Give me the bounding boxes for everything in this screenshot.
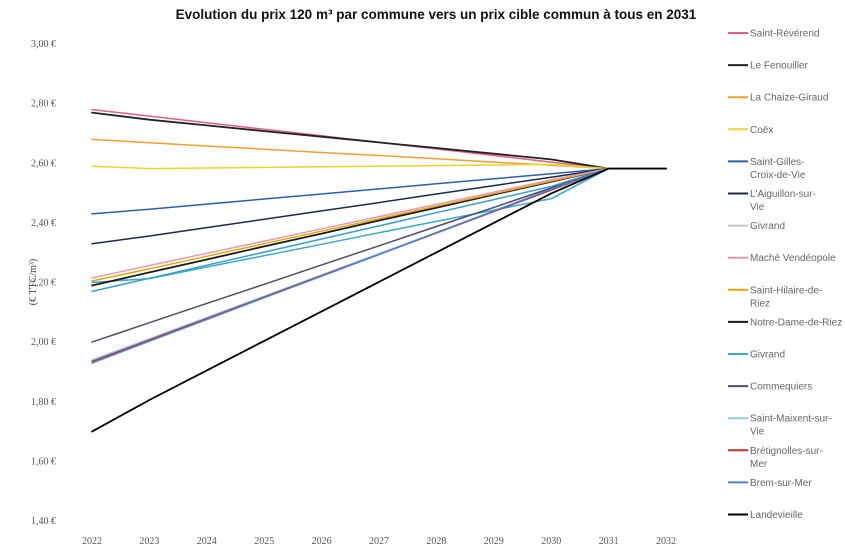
y-tick-label: 1,40 € — [31, 516, 56, 527]
series-line — [91, 167, 667, 364]
legend-label: Saint-Hilaire-de-Riez — [750, 285, 822, 309]
x-tick-label: 2028 — [426, 536, 446, 547]
legend-entry: Brem-sur-Mer — [728, 478, 812, 489]
legend-label: Saint-Gilles-Croix-de-Vie — [750, 157, 806, 181]
x-tick-label: 2025 — [254, 536, 274, 547]
legend-label: Commequiers — [750, 382, 812, 393]
legend-entry: Brétignolles-sur-Mer — [728, 446, 823, 470]
legend-entry: Givrand — [728, 221, 785, 232]
x-axis-ticks: 2022 2023 2024 2025 2026 2027 2028 2029 2030 2031… — [82, 536, 676, 547]
legend-label: Givrand — [750, 350, 785, 361]
legend-entry: L'Aiguillon-sur-Vie — [728, 189, 816, 213]
series-line — [91, 167, 667, 433]
series-line — [91, 167, 667, 245]
series-line — [91, 167, 667, 215]
x-tick-label: 2032 — [656, 536, 676, 547]
legend-entry: Givrand — [728, 350, 785, 361]
legend-label: L'Aiguillon-sur-Vie — [750, 189, 816, 213]
legend-label: Givrand — [750, 221, 785, 232]
y-axis-label: (€ TTC/m³) — [28, 259, 39, 305]
legend-label: La Chaize-Giraud — [750, 93, 828, 104]
x-tick-label: 2023 — [139, 536, 159, 547]
legend-entry: Saint-Gilles-Croix-de-Vie — [728, 157, 806, 181]
legend-label: Saint-Maixent-sur-Vie — [750, 414, 832, 438]
legend-entry: Landevieille — [728, 510, 803, 521]
legend-label: Maché Vendéopole — [750, 253, 836, 264]
y-axis-ticks: 1,40 € 1,60 € 1,80 € 2,00 € 2,20 € 2,40 € 2,60… — [31, 39, 56, 527]
series-line — [91, 167, 667, 282]
legend-label: Coëx — [750, 125, 773, 136]
legend-entry: Coëx — [728, 125, 773, 136]
chart-title: Evolution du prix 120 m³ par commune ver… — [176, 7, 697, 22]
series-line — [91, 167, 667, 284]
y-tick-label: 3,00 € — [31, 39, 56, 50]
legend-label: Brétignolles-sur-Mer — [750, 446, 823, 470]
y-tick-label: 2,20 € — [31, 278, 56, 289]
y-tick-label: 2,80 € — [31, 99, 56, 110]
legend-entry: Saint-Hilaire-de-Riez — [728, 285, 822, 309]
series-line — [91, 167, 667, 361]
legend-entry: La Chaize-Giraud — [728, 93, 828, 104]
x-tick-label: 2026 — [312, 536, 332, 547]
series-line — [91, 163, 667, 170]
legend-entry: Saint-Révérend — [728, 29, 819, 40]
legend-entry: Notre-Dame-de-Riez — [728, 317, 842, 328]
y-tick-label: 2,40 € — [31, 218, 56, 229]
legend-label: Landevieille — [750, 510, 803, 521]
series-line — [91, 167, 667, 287]
legend-label: Saint-Révérend — [750, 29, 819, 40]
y-tick-label: 2,60 € — [31, 158, 56, 169]
legend-entry: Saint-Maixent-sur-Vie — [728, 414, 832, 438]
x-tick-label: 2022 — [82, 536, 102, 547]
y-tick-label: 2,00 € — [31, 337, 56, 348]
series-line — [91, 167, 667, 343]
legend: Saint-Révérend Le Fenouiller La Chaize-Gir… — [728, 29, 842, 521]
legend-entry: Maché Vendéopole — [728, 253, 836, 264]
legend-entry: Le Fenouiller — [728, 61, 808, 72]
series-line — [91, 167, 667, 293]
legend-label: Brem-sur-Mer — [750, 478, 812, 489]
series-line — [91, 167, 667, 279]
series-line — [91, 108, 667, 170]
x-tick-label: 2031 — [599, 536, 619, 547]
series-line — [91, 111, 667, 170]
legend-label: Notre-Dame-de-Riez — [750, 317, 842, 328]
x-tick-label: 2024 — [197, 536, 217, 547]
legend-label: Le Fenouiller — [750, 61, 808, 72]
series-lines — [91, 108, 667, 433]
x-tick-label: 2027 — [369, 536, 389, 547]
x-tick-label: 2030 — [541, 536, 561, 547]
y-tick-label: 1,60 € — [31, 456, 56, 467]
y-tick-label: 1,80 € — [31, 397, 56, 408]
legend-entry: Commequiers — [728, 382, 812, 393]
x-tick-label: 2029 — [484, 536, 504, 547]
